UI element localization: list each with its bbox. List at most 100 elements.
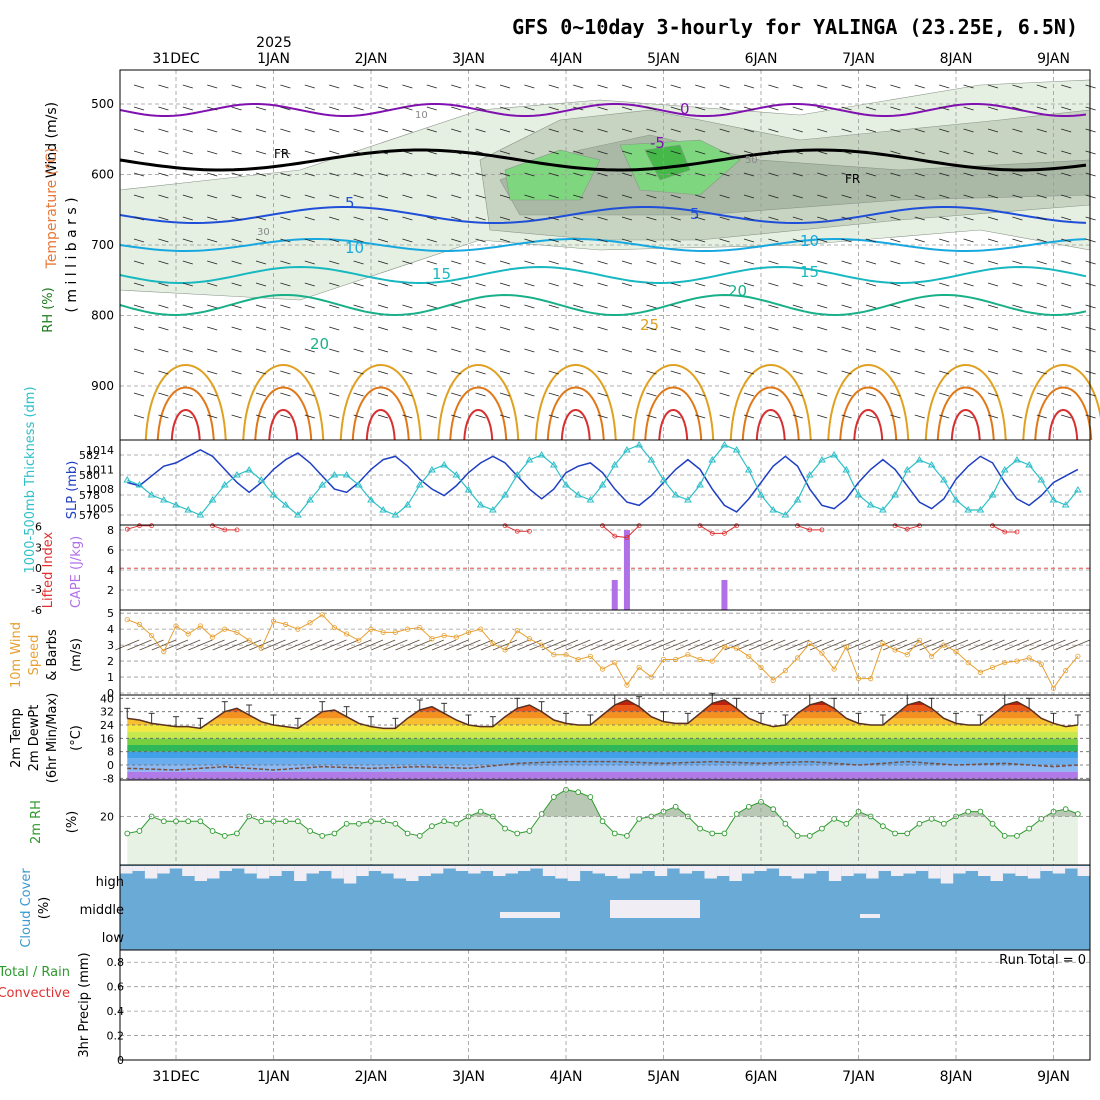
wind-barb: [573, 216, 584, 221]
wind-barb: [158, 128, 169, 133]
wind-barb: [426, 194, 437, 199]
thickness-point: [842, 466, 851, 473]
wind-barb: [841, 128, 852, 133]
thickness-point: [549, 461, 558, 468]
wind-speed-point: [124, 616, 130, 623]
wind-barb: [280, 304, 291, 309]
wind-barb: [597, 282, 608, 287]
temp-tick-label: 32: [100, 706, 114, 719]
wind-barb: [646, 392, 657, 397]
isotherm-25: [339, 364, 422, 441]
rh-2m-point: [209, 828, 216, 834]
wind-barb: [1012, 238, 1023, 243]
wind-barb: [255, 282, 267, 287]
wind-barb: [890, 282, 901, 287]
wind-barb: [841, 194, 852, 199]
temp-color-band: [127, 745, 1078, 752]
wind-barb: [475, 370, 486, 375]
wind-barb: [719, 326, 730, 331]
isotherm-35: [268, 409, 299, 441]
wind-barb: [621, 84, 633, 89]
thickness-point: [854, 491, 863, 498]
wind-barb-10m: [626, 639, 652, 651]
wind-barb-10m: [761, 639, 786, 651]
wind-barb: [1061, 392, 1072, 397]
wind-barb: [597, 128, 608, 133]
wind-barb: [646, 216, 657, 221]
temp-tick-label: -8: [103, 772, 114, 785]
wind-barb: [1085, 326, 1096, 331]
lifted-index-line: [894, 525, 920, 530]
wind-barb: [280, 238, 291, 243]
thickness-point: [574, 491, 583, 498]
rh-2m-point: [477, 808, 484, 815]
wind-barb: [475, 194, 486, 199]
wind-barb: [1036, 304, 1047, 309]
high-cloud-clear: [493, 866, 506, 876]
high-cloud-clear: [517, 866, 531, 871]
wind-barb: [182, 326, 193, 331]
wind-barb: [1036, 348, 1047, 353]
wind-barb: [1012, 282, 1023, 287]
pressure-tick-label: 700: [91, 238, 114, 252]
wind-barb: [1012, 216, 1023, 221]
wind-barb: [768, 414, 779, 419]
wind-barb-10m: [919, 639, 944, 651]
wind-barb: [792, 392, 803, 397]
wind-barb: [499, 194, 511, 199]
wind-barb: [231, 84, 242, 89]
wind-barb: [1085, 194, 1096, 199]
high-cloud-clear: [853, 866, 867, 874]
wind-barb: [499, 304, 511, 309]
wind-barb: [402, 150, 413, 155]
high-cloud-clear: [741, 866, 755, 874]
wind-barb: [402, 106, 413, 111]
rh-2m-point: [672, 803, 679, 810]
wind-barb: [670, 370, 681, 375]
wind-barb: [670, 238, 681, 243]
wind-barb: [768, 282, 779, 287]
wind-barb: [426, 106, 437, 111]
date-label-bottom: 9JAN: [1037, 1069, 1070, 1085]
wind-barb: [646, 84, 657, 89]
cape-lifted-index-panel: 6 3 0 -3 -6 8 6 4 2: [31, 520, 1091, 617]
wind-barb: [402, 392, 413, 397]
high-cloud-clear: [182, 866, 195, 876]
axis-label-cloud: Cloud Cover: [19, 868, 34, 948]
wind-barb: [133, 304, 145, 309]
thickness-point: [537, 451, 546, 458]
wind-barb: [499, 216, 511, 221]
thickness-point: [659, 476, 668, 483]
wind-barb: [987, 84, 999, 89]
thickness-point: [635, 441, 644, 448]
wind-barb: [231, 128, 242, 133]
wind-barb: [841, 238, 852, 243]
lifted-index-point: [904, 526, 910, 532]
slp-tick-label: 1011: [86, 463, 114, 476]
wind-speed-point: [721, 644, 728, 650]
wind-barb: [377, 392, 389, 397]
isotherm-30: [156, 386, 215, 441]
isotherm-label: 0: [680, 100, 690, 118]
wind-speed-point: [685, 652, 691, 658]
wind-barb: [133, 216, 145, 221]
rh-2m-point: [599, 818, 606, 825]
rh-2m-point: [977, 808, 984, 815]
high-cloud-clear: [978, 866, 991, 876]
wind-speed-point: [380, 629, 386, 635]
thickness-tick-label: 582: [79, 449, 100, 462]
cape-tick-label: 6: [107, 544, 114, 557]
thickness-point: [123, 476, 132, 483]
axis-label-lifted-index: Lifted Index: [41, 531, 56, 608]
wind-barb: [963, 194, 974, 199]
wind-barb: [377, 370, 389, 375]
high-cloud-clear: [356, 866, 369, 876]
axis-label-temp-units: (°C): [69, 725, 84, 751]
wind-barb: [499, 260, 511, 265]
wind-barb: [1012, 392, 1023, 397]
lifted-index-point: [734, 523, 740, 529]
wind-tick-label: 1: [107, 671, 114, 684]
wind-barb: [207, 216, 218, 221]
wind-barb: [1085, 392, 1096, 397]
wind-barb: [768, 194, 779, 199]
